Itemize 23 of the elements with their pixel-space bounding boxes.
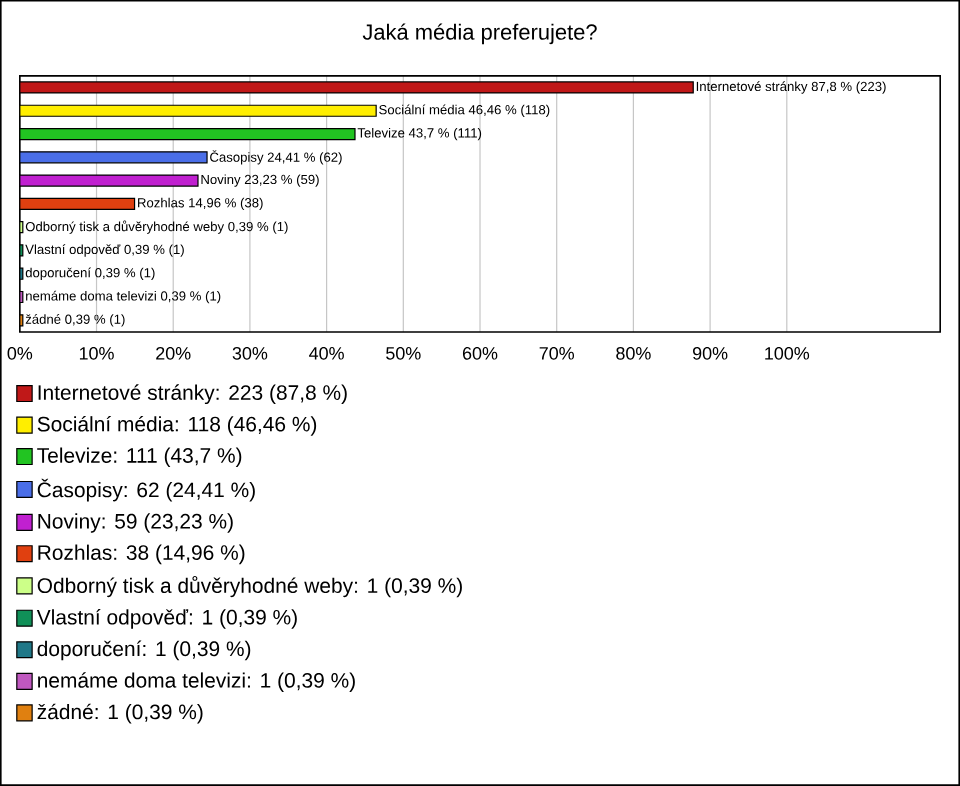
x-tick-label: 20% [156,347,191,360]
legend-label: Časopisy: 62 (24,41 %) [37,478,255,502]
x-tick-label: 30% [232,347,268,360]
legend-label: Internetové stránky: 223 (87,8 %) [38,384,347,405]
legend-label: doporučení: 1 (0,39 %) [37,640,251,661]
x-tick-label: 60% [462,347,498,360]
x-tick-label: 40% [309,347,344,360]
x-tick-label: 80% [616,347,651,360]
legend-label: Sociální média: 118 (46,46 %) [37,415,317,436]
x-tick-label: 50% [386,347,421,360]
x-tick-label: 70% [539,347,575,360]
x-tick-label: 0% [7,347,33,360]
legend-label: Noviny: 59 (23,23 %) [38,513,233,533]
chart-title: Jaká média preferujete? [362,23,597,45]
x-tick-label: 90% [692,347,728,360]
legend-label: Rozhlas: 38 (14,96 %) [38,544,245,565]
legend-label: Televize: 111 (43,7 %) [37,447,242,468]
legend-label: Vlastní odpověď: 1 (0,39 %) [36,609,297,629]
legend-label: nemáme doma televizi: 1 (0,39 %) [38,672,355,692]
x-tick-label: 10% [79,347,114,360]
x-tick-label: 100% [765,347,810,360]
legend-label: žádné: 1 (0,39 %) [37,703,203,724]
legend-label: Odborný tisk a důvěryhodné weby: 1 (0,39 %) [37,576,462,598]
